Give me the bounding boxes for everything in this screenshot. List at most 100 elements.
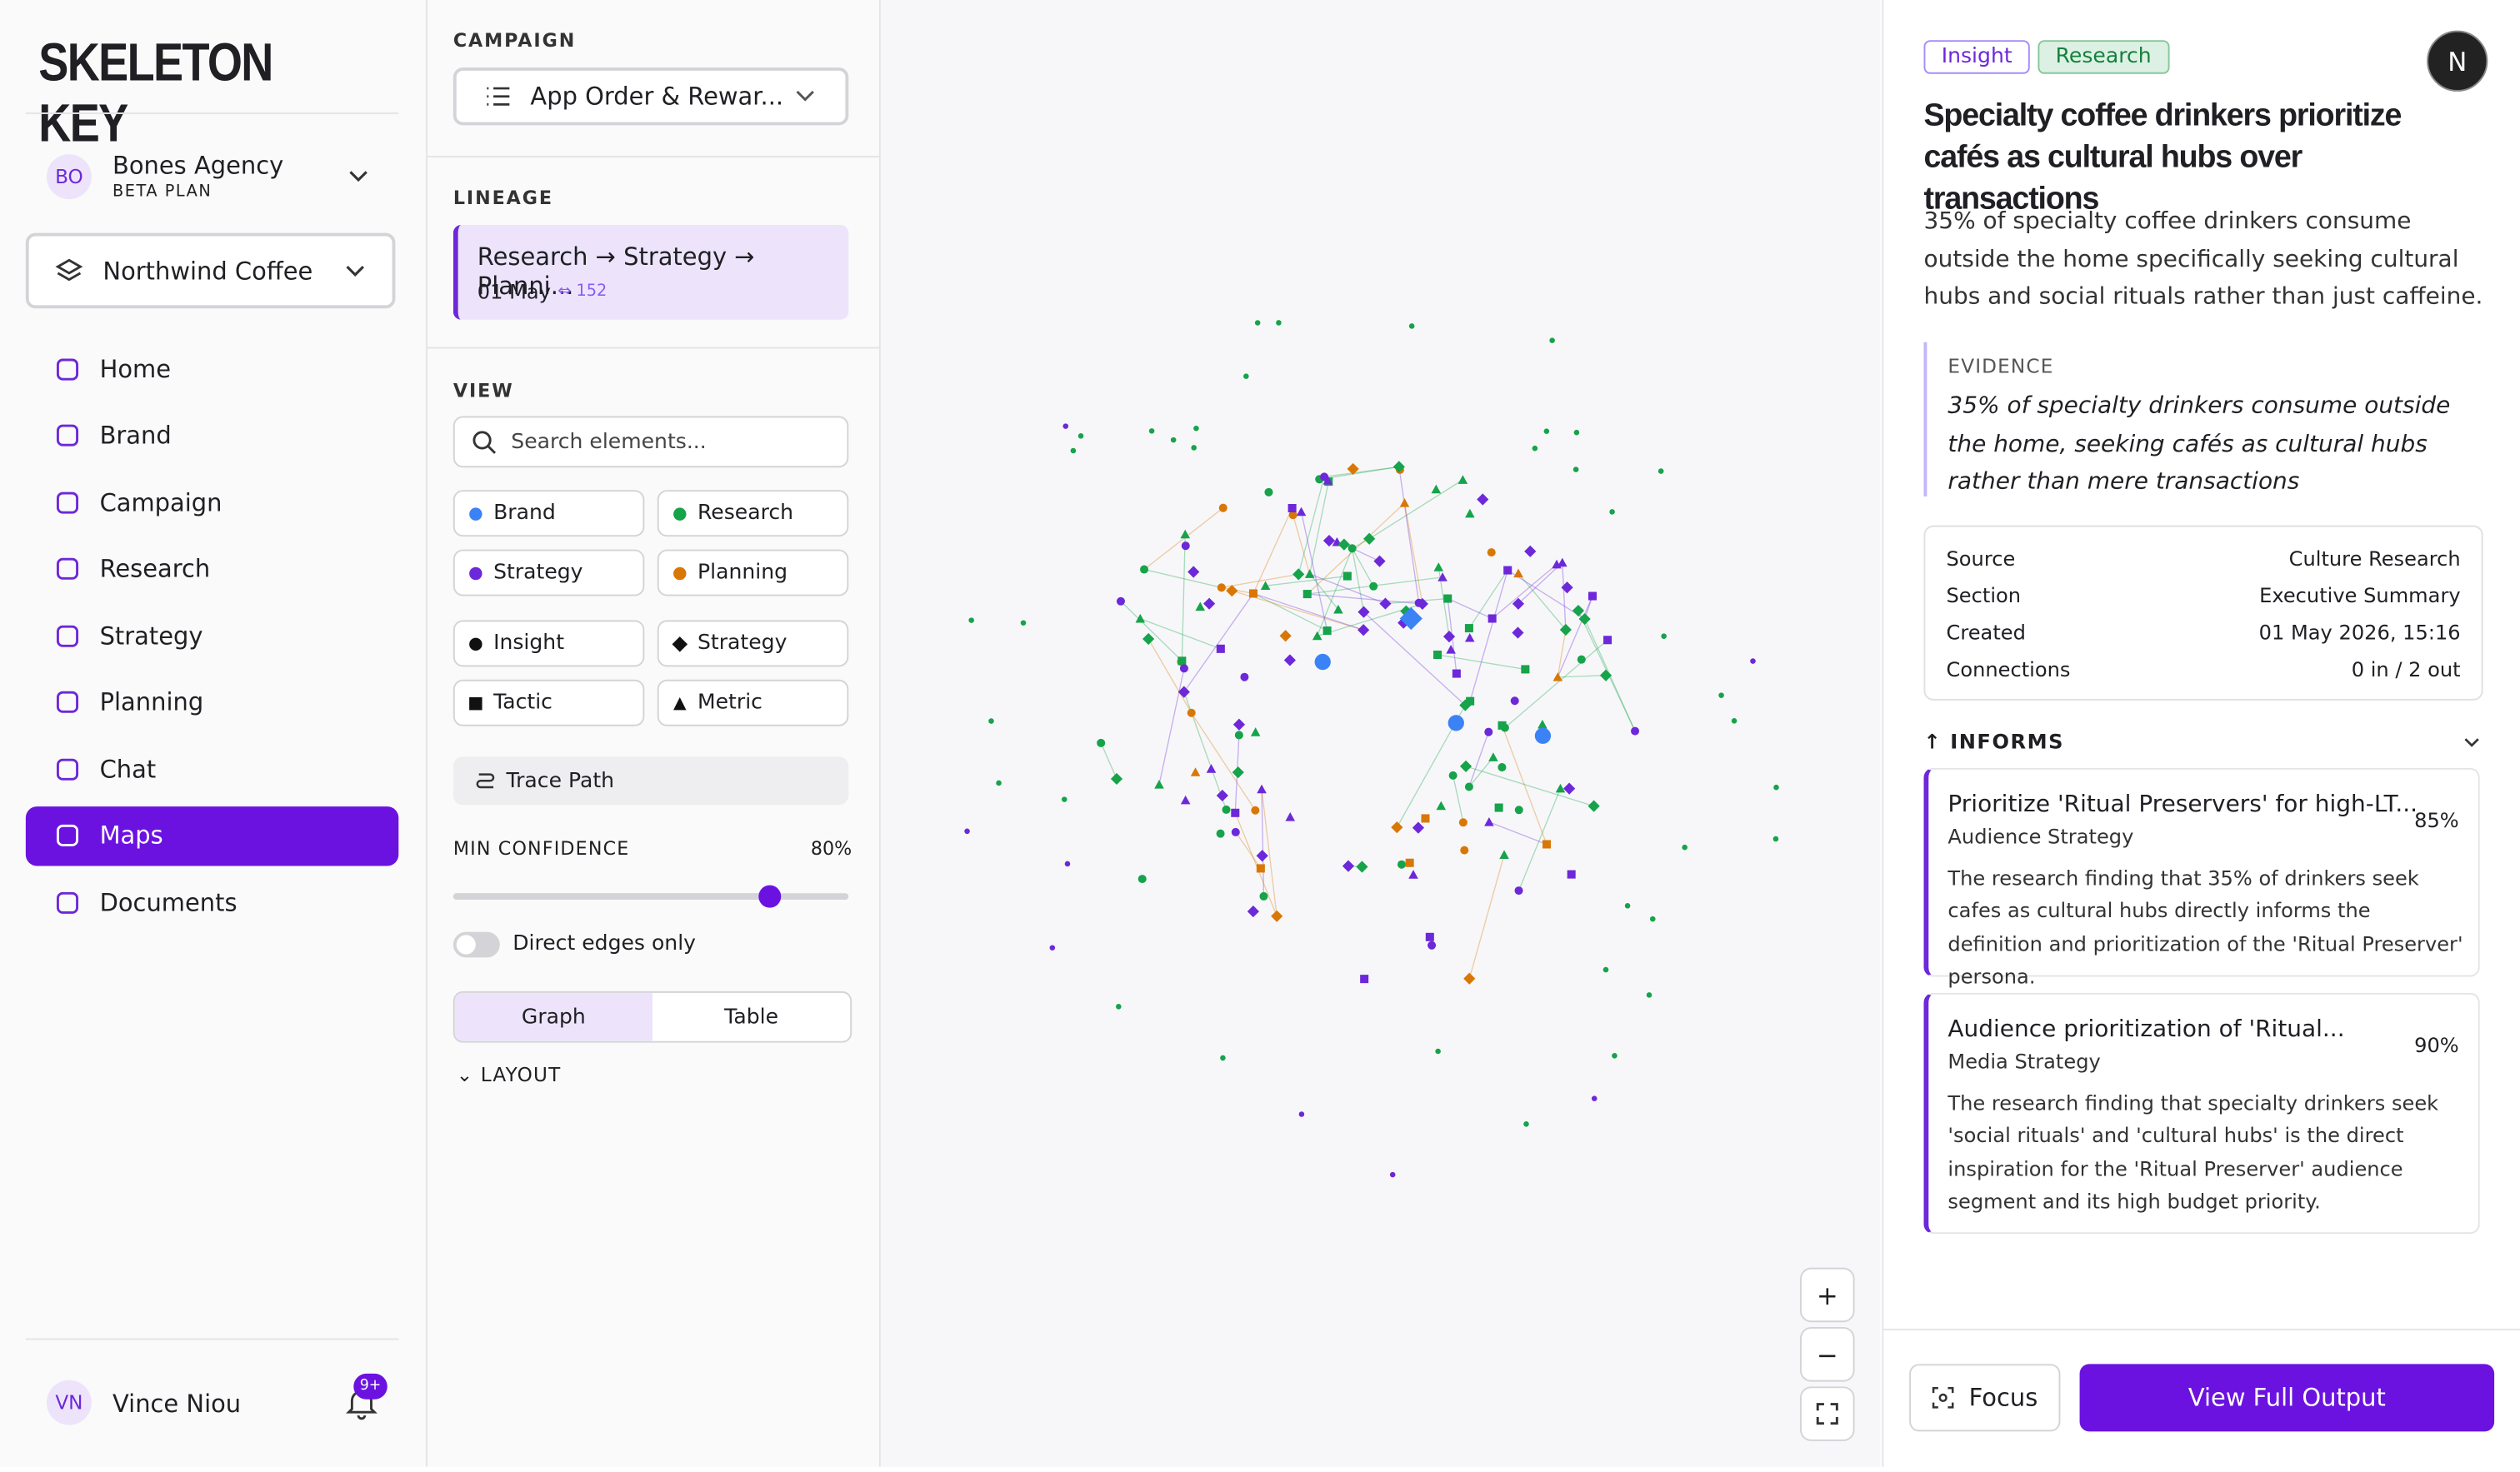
graph-hub[interactable] — [1399, 606, 1422, 631]
layout-toggle[interactable]: ⌄ LAYOUT — [456, 1063, 562, 1086]
graph-node[interactable] — [1498, 721, 1507, 730]
graph-node[interactable] — [1446, 644, 1456, 654]
graph-node[interactable] — [1578, 612, 1591, 626]
graph-hub[interactable] — [1448, 715, 1464, 731]
toggle[interactable] — [452, 931, 500, 958]
view-output-button[interactable]: View Full Output — [2079, 1364, 2495, 1432]
graph-node[interactable] — [1510, 696, 1519, 706]
graph-node[interactable] — [1302, 590, 1312, 599]
filter-chip[interactable]: Strategy — [452, 549, 645, 596]
graph-node[interactable] — [1231, 827, 1240, 836]
graph-node[interactable] — [1216, 829, 1225, 838]
graph-node[interactable] — [1487, 548, 1496, 557]
graph-node[interactable] — [1563, 782, 1576, 795]
graph-node[interactable] — [1116, 596, 1125, 606]
nav-item[interactable]: Home — [26, 339, 398, 398]
graph-node[interactable] — [1431, 484, 1442, 494]
filter-chip[interactable]: Strategy — [657, 620, 849, 667]
nav-item[interactable]: Research — [26, 539, 398, 598]
informs-card[interactable]: Prioritize 'Ritual Preservers' for high-… — [1923, 767, 2480, 988]
graph-hub[interactable] — [1314, 653, 1331, 671]
graph-node[interactable] — [1379, 597, 1392, 610]
focus-button[interactable]: Focus — [1909, 1364, 2061, 1432]
graph-node[interactable] — [1257, 784, 1267, 794]
graph-node[interactable] — [1624, 903, 1631, 909]
filter-chip[interactable]: Tactic — [452, 679, 645, 726]
graph-node[interactable] — [1285, 811, 1296, 821]
graph-node[interactable] — [1433, 562, 1444, 571]
graph-node[interactable] — [1405, 858, 1414, 867]
graph-node[interactable] — [1443, 594, 1452, 603]
graph-node[interactable] — [1572, 604, 1585, 617]
graph-node[interactable] — [1248, 589, 1258, 598]
graph-node[interactable] — [1304, 569, 1315, 578]
graph-node[interactable] — [1256, 864, 1265, 873]
graph-node[interactable] — [1658, 468, 1664, 474]
graph-node[interactable] — [1682, 844, 1688, 851]
graph-node[interactable] — [1392, 461, 1405, 473]
graph-node[interactable] — [1064, 861, 1071, 867]
graph-node[interactable] — [1216, 789, 1228, 802]
graph-node[interactable] — [1464, 632, 1475, 642]
graph-node[interactable] — [1499, 850, 1509, 859]
graph-node[interactable] — [1503, 566, 1512, 575]
graph-node[interactable] — [1190, 767, 1201, 776]
graph-node[interactable] — [1448, 771, 1458, 780]
graph-node[interactable] — [1243, 373, 1249, 379]
informs-card[interactable]: Audience prioritization of 'Ritual... 90%… — [1923, 992, 2480, 1235]
graph-node[interactable] — [1276, 320, 1282, 326]
graph-node[interactable] — [1271, 910, 1283, 922]
graph-node[interactable] — [1514, 886, 1523, 896]
graph-node[interactable] — [1217, 583, 1226, 592]
graph-node[interactable] — [1661, 633, 1667, 639]
graph-node[interactable] — [1773, 784, 1779, 791]
graph-node[interactable] — [1226, 585, 1238, 597]
filter-chip[interactable]: Insight — [452, 620, 645, 667]
graph-node[interactable] — [1512, 597, 1525, 610]
graph-node[interactable] — [1646, 992, 1652, 998]
graph-node[interactable] — [1220, 1055, 1226, 1061]
graph-node[interactable] — [1552, 672, 1563, 681]
graph-node[interactable] — [1222, 805, 1231, 814]
graph-node[interactable] — [1460, 846, 1469, 855]
graph-node[interactable] — [1373, 555, 1386, 567]
graph-node[interactable] — [1399, 498, 1410, 507]
graph-node[interactable] — [1369, 581, 1378, 591]
graph-node[interactable] — [1206, 764, 1217, 773]
graph-node[interactable] — [1631, 726, 1640, 736]
graph-node[interactable] — [1438, 572, 1448, 581]
graph-node[interactable] — [1558, 557, 1568, 567]
graph-node[interactable] — [1078, 433, 1084, 439]
graph-node[interactable] — [1488, 614, 1497, 623]
graph-node[interactable] — [1180, 795, 1191, 805]
graph-node[interactable] — [1320, 472, 1329, 482]
nav-item[interactable]: Brand — [26, 406, 398, 465]
graph-node[interactable] — [1772, 836, 1779, 842]
graph-node[interactable] — [1567, 870, 1576, 879]
graph-node[interactable] — [1348, 544, 1357, 553]
graph-node[interactable] — [1538, 719, 1548, 729]
graph-node[interactable] — [1187, 708, 1196, 717]
graph-node[interactable] — [1523, 1121, 1529, 1127]
graph-node[interactable] — [1358, 624, 1370, 636]
chevron[interactable] — [2462, 732, 2482, 751]
graph-node[interactable] — [1097, 738, 1106, 747]
graph-node[interactable] — [1154, 780, 1164, 789]
graph-node[interactable] — [1436, 801, 1447, 811]
graph-node[interactable] — [1148, 428, 1155, 434]
nav-item[interactable]: Maps — [25, 806, 399, 866]
graph-node[interactable] — [1552, 559, 1562, 569]
graph-node[interactable] — [964, 828, 970, 835]
graph-node[interactable] — [1234, 731, 1243, 740]
graph-node[interactable] — [1062, 423, 1069, 429]
search-box[interactable]: Search elements... — [452, 416, 849, 468]
informs-label[interactable]: ↑ INFORMS — [1923, 729, 2065, 754]
nav-item[interactable]: Chat — [26, 739, 398, 798]
nav-item[interactable]: Strategy — [26, 606, 398, 665]
chevron[interactable] — [348, 166, 370, 188]
graph-node[interactable] — [1342, 571, 1352, 581]
graph-node[interactable] — [1288, 511, 1298, 520]
graph-node[interactable] — [1484, 727, 1493, 736]
graph-node[interactable] — [1599, 669, 1612, 681]
graph-node[interactable] — [1532, 445, 1538, 452]
